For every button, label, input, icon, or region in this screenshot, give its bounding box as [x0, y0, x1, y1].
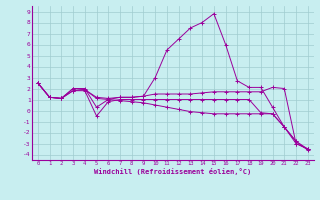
X-axis label: Windchill (Refroidissement éolien,°C): Windchill (Refroidissement éolien,°C) — [94, 168, 252, 175]
